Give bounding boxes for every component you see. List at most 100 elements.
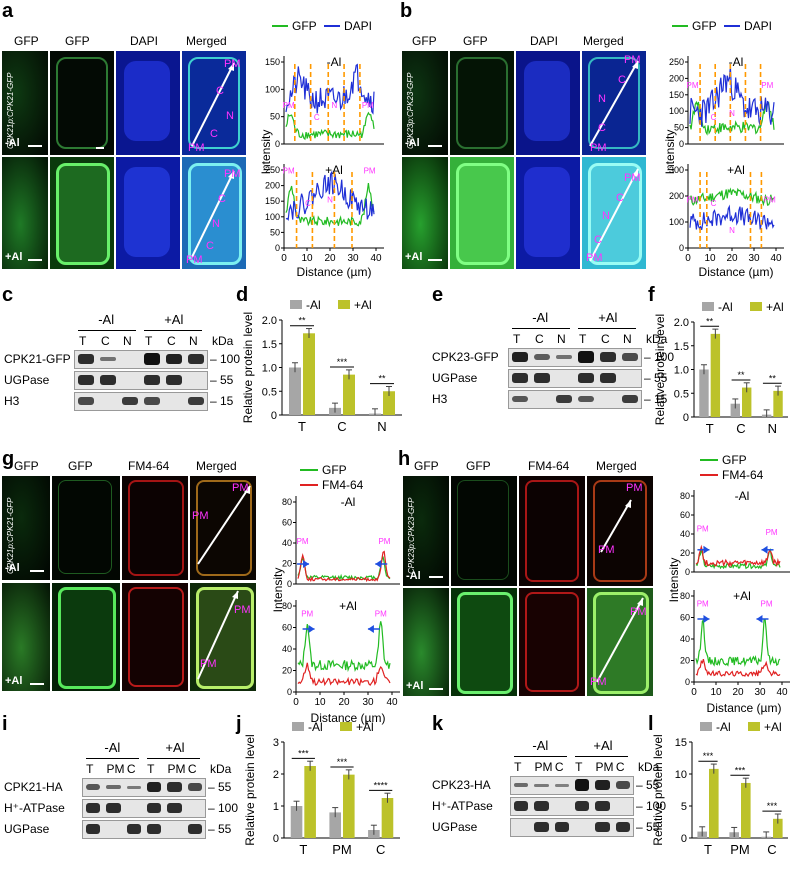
blot-strip — [82, 799, 206, 818]
legend-label: +Al — [356, 720, 374, 734]
header-gfp-overview: GFP — [14, 34, 39, 48]
panel-letter-g: g — [2, 448, 15, 470]
bar — [343, 374, 355, 415]
blot-band — [556, 394, 572, 404]
significance-label: *** — [735, 765, 746, 775]
axes: 0 50 100 150 200 250 0 10 20 30 40 — [265, 164, 384, 264]
lane-label: C — [615, 760, 625, 774]
dapi-minus — [516, 51, 580, 155]
y-tick-label: 80 — [282, 601, 292, 611]
blot-strip — [510, 818, 634, 837]
y-tick-label: 60 — [282, 623, 292, 633]
blot-strip — [508, 369, 642, 388]
region-label: PM — [375, 609, 387, 618]
blot-strip — [510, 797, 634, 816]
profile-a-plus: 0 50 100 150 200 250 0 10 20 30 40 +Al PM C N PM — [265, 163, 384, 264]
profile-h-minus: 0 20 40 60 80 -Al PM PM — [680, 489, 790, 577]
y-tick-label: 40 — [680, 529, 690, 539]
label-pm: PM — [224, 168, 241, 180]
y-tick-label: 1.0 — [674, 365, 689, 377]
category-label: N — [768, 421, 777, 436]
panel-letter-j: j — [236, 713, 242, 735]
legend-swatch — [700, 722, 712, 731]
blot-band — [578, 396, 594, 402]
label-n: N — [212, 218, 220, 230]
header-gfp: GFP — [466, 459, 491, 473]
lane-label: T — [514, 760, 522, 774]
blot-band — [534, 822, 549, 832]
legend-label: DAPI — [744, 19, 772, 33]
blot-strip — [74, 371, 208, 390]
profile-title: +Al — [727, 163, 745, 177]
bar — [289, 367, 301, 415]
region-label: N — [327, 195, 333, 204]
fm-minus — [519, 476, 585, 586]
significance-label: *** — [767, 801, 778, 811]
profile-line-gfp — [695, 618, 781, 667]
y-tick-label: 60 — [680, 613, 690, 623]
merged-minus — [587, 476, 653, 586]
header-merged: Merged — [596, 459, 637, 473]
header-fm4-64: FM4-64 — [128, 459, 170, 473]
blot-band — [600, 373, 616, 383]
x-tick-label: 30 — [362, 697, 374, 708]
legend-label: +Al — [354, 298, 372, 312]
panel-letter-f: f — [648, 284, 655, 306]
y-tick-label: 60 — [680, 510, 690, 520]
profile-line-fm — [695, 658, 781, 678]
bar — [383, 391, 395, 415]
bar-chart-f: 0 0.5 1.0 1.5 2.0 Relative protein level -Al +A… — [653, 300, 788, 436]
y-tick-label: 50 — [270, 112, 280, 122]
gfp-minus — [451, 476, 517, 586]
label-pm: PM — [234, 604, 251, 616]
y-tick-label: 60 — [282, 518, 292, 528]
group-bracket — [514, 756, 567, 757]
x-tick-label: 20 — [338, 697, 350, 708]
y-tick-label: 40 — [282, 644, 292, 654]
blot-band — [534, 801, 549, 811]
gfp-plus — [52, 583, 120, 691]
blot-band — [86, 824, 101, 834]
x-tick-label: 10 — [704, 253, 716, 264]
region-label: PM — [364, 167, 376, 176]
panel-letter-d: d — [236, 284, 249, 306]
label-pm: PM — [188, 142, 205, 154]
blot-band — [600, 352, 616, 362]
bar-chart-l: 0 5 10 15 Relative protein level -Al +Al T *** PM… — [651, 720, 788, 857]
blot-band — [595, 779, 610, 791]
marker-label: – 100 — [208, 801, 239, 815]
group-label: -Al — [532, 310, 549, 325]
significance-label: ** — [298, 316, 306, 326]
group-bracket — [147, 758, 200, 759]
y-axis-label: Relative protein level — [241, 312, 255, 423]
blot-band — [622, 394, 638, 404]
legend-label: GFP — [692, 19, 717, 33]
profile-line-dapi — [689, 204, 775, 231]
profile-title: -Al — [327, 55, 342, 69]
region-label: PM — [297, 537, 309, 546]
x-tick-label: 10 — [314, 697, 326, 708]
lane-label: T — [145, 334, 153, 348]
significance-label: ** — [378, 374, 386, 384]
y-tick-label: 0.5 — [674, 388, 689, 400]
y-tick-label: 1.0 — [262, 363, 277, 375]
blot-band — [167, 782, 182, 792]
marker-label: – 100 — [210, 352, 241, 366]
row-label: H3 — [432, 392, 448, 406]
merged-minus — [190, 476, 256, 580]
condition-minus: -Al — [406, 570, 421, 582]
label-pm: PM — [586, 252, 603, 264]
row-label: CPK21-GFP — [4, 352, 71, 366]
blot-band — [575, 801, 590, 811]
bar — [710, 333, 721, 417]
x-tick-label: 30 — [347, 253, 359, 264]
blot-strip — [74, 350, 208, 369]
label-c: C — [618, 74, 626, 86]
group-label: -Al — [104, 740, 121, 755]
legend-swatch — [340, 722, 352, 731]
header-merged: Merged — [196, 459, 237, 473]
axes: 0 50 100 150 — [265, 56, 384, 149]
legend-label: DAPI — [344, 19, 372, 33]
y-tick-label: 20 — [282, 559, 292, 569]
y-tick-label: 100 — [265, 212, 280, 222]
